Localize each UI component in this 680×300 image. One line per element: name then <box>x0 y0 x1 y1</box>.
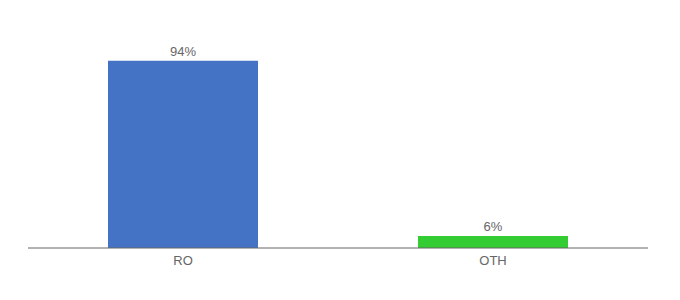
svg-text:6%: 6% <box>484 219 503 234</box>
svg-text:OTH: OTH <box>479 253 506 268</box>
svg-text:94%: 94% <box>170 44 196 59</box>
svg-text:RO: RO <box>173 253 193 268</box>
